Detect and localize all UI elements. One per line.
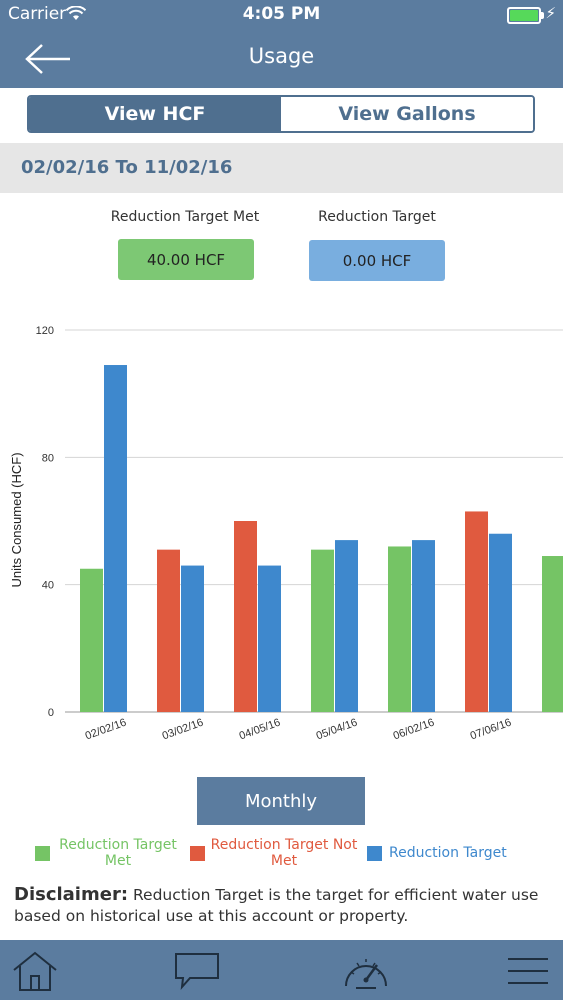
view-gallons-button[interactable]: View Gallons	[281, 97, 533, 131]
bar-actual	[234, 521, 257, 712]
bar-actual	[542, 556, 563, 712]
battery-icon	[507, 7, 544, 24]
disclaimer: Disclaimer: Reduction Target is the targ…	[14, 884, 554, 927]
bar-actual	[80, 568, 103, 712]
x-tick-label: 02/02/16	[84, 717, 128, 743]
legend-target-label: Reduction Target	[389, 845, 507, 861]
charging-icon: ⚡	[545, 4, 556, 22]
target-value-badge: 0.00 HCF	[309, 240, 445, 281]
bar-actual	[388, 546, 411, 712]
x-tick-label: 06/02/16	[392, 717, 436, 743]
disclaimer-text: Reduction Target is the target for effic…	[14, 886, 539, 925]
wifi-icon	[66, 6, 86, 20]
date-range: 02/02/16 To 11/02/16	[21, 157, 233, 178]
legend-met-swatch	[35, 846, 50, 861]
bar-actual	[157, 549, 180, 712]
y-tick-label: 120	[36, 325, 54, 337]
y-tick-label: 0	[48, 707, 54, 719]
clock: 4:05 PM	[242, 4, 321, 24]
tab-bar	[0, 940, 563, 1000]
x-tick-label: 05/04/16	[315, 717, 359, 743]
legend-met-label: Reduction Target Met	[59, 837, 177, 869]
x-tick-label: 03/02/16	[161, 717, 205, 743]
monthly-button[interactable]: Monthly	[197, 777, 365, 825]
unit-toggle: View HCF View Gallons	[27, 95, 535, 133]
carrier-label: Carrier	[8, 4, 67, 24]
speedometer-icon[interactable]	[340, 950, 392, 992]
back-arrow-icon[interactable]	[24, 42, 74, 76]
menu-icon[interactable]	[505, 950, 551, 992]
x-tick-label: 07/06/16	[469, 717, 513, 743]
target-label: Reduction Target	[318, 209, 436, 225]
bar-target	[104, 365, 127, 712]
y-tick-label: 80	[42, 452, 54, 464]
x-tick-label: 04/05/16	[238, 717, 282, 743]
chat-icon[interactable]	[172, 950, 222, 992]
bar-target	[489, 533, 512, 712]
y-tick-label: 40	[42, 580, 54, 592]
met-label: Reduction Target Met	[110, 209, 260, 225]
bar-target	[412, 540, 435, 712]
bar-target	[335, 540, 358, 712]
bar-actual	[311, 549, 334, 712]
status-bar: Carrier 4:05 PM ⚡	[0, 0, 563, 30]
legend-not-met-label: Reduction Target Not Met	[210, 837, 358, 869]
usage-bar-chart: Units Consumed (HCF) 0 40 80 120 02/02/16 03/…	[9, 325, 563, 743]
view-hcf-button[interactable]: View HCF	[29, 97, 281, 131]
met-value-badge: 40.00 HCF	[118, 239, 254, 280]
home-icon[interactable]	[10, 950, 60, 992]
page-title: Usage	[248, 44, 315, 68]
bar-target	[181, 565, 204, 712]
date-range-bar: 02/02/16 To 11/02/16	[0, 143, 563, 193]
disclaimer-title: Disclaimer:	[14, 884, 129, 905]
legend-target-swatch	[367, 846, 382, 861]
nav-header: Usage	[0, 30, 563, 88]
bar-target	[258, 565, 281, 712]
y-axis-label: Units Consumed (HCF)	[9, 452, 24, 587]
legend-not-met-swatch	[190, 846, 205, 861]
bar-actual	[465, 511, 488, 712]
